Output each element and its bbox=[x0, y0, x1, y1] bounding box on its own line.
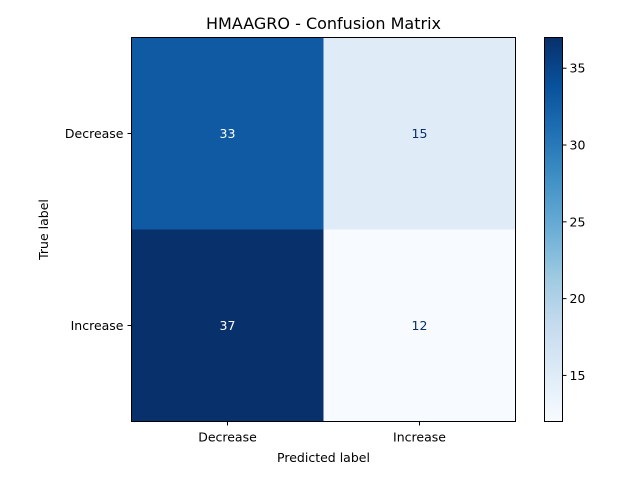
y-axis-ticks: Decrease Increase bbox=[65, 126, 132, 333]
colorbar-tick-label: 35 bbox=[570, 61, 586, 76]
colorbar-ticks: 15 20 25 30 35 bbox=[562, 61, 586, 383]
plot-frame bbox=[131, 37, 516, 422]
cell-value-label: 15 bbox=[412, 126, 428, 141]
colorbar-tick-label: 30 bbox=[570, 138, 586, 153]
y-axis-label: True label bbox=[36, 199, 51, 261]
heatmap-cell bbox=[131, 37, 324, 230]
cell-value-label: 12 bbox=[412, 318, 428, 333]
x-tick-label: Increase bbox=[393, 430, 446, 445]
cell-value-label: 33 bbox=[220, 126, 236, 141]
heatmap-cell bbox=[323, 37, 516, 230]
colorbar bbox=[544, 37, 563, 422]
x-tick-label: Decrease bbox=[198, 430, 257, 445]
heatmap-cell-labels: 33 15 37 12 bbox=[220, 126, 428, 333]
chart-title: HMAAGRO - Confusion Matrix bbox=[206, 14, 441, 33]
colorbar-tick-label: 15 bbox=[570, 368, 586, 383]
colorbar-tick-label: 20 bbox=[570, 291, 586, 306]
heatmap-cell bbox=[323, 229, 516, 422]
cell-value-label: 37 bbox=[220, 318, 236, 333]
colorbar-tick-label: 25 bbox=[570, 214, 586, 229]
x-axis-label: Predicted label bbox=[277, 450, 370, 465]
heatmap-cells bbox=[131, 37, 516, 422]
x-axis-ticks: Decrease Increase bbox=[198, 421, 446, 445]
y-tick-label: Increase bbox=[71, 318, 124, 333]
heatmap-cell bbox=[131, 229, 324, 422]
y-tick-label: Decrease bbox=[65, 126, 124, 141]
